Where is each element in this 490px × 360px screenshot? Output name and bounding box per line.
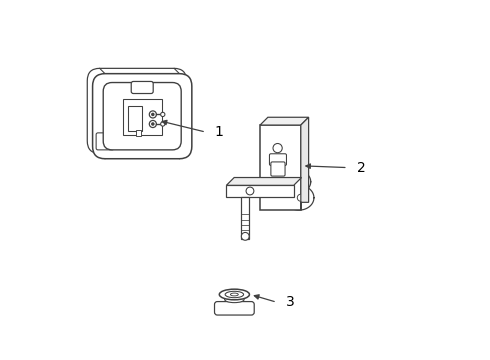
Bar (242, 197, 249, 239)
Circle shape (149, 121, 156, 127)
FancyBboxPatch shape (131, 81, 153, 94)
FancyBboxPatch shape (271, 162, 285, 176)
Circle shape (152, 113, 154, 116)
Bar (226, 185, 294, 197)
Bar (128, 105, 142, 131)
Text: 3: 3 (286, 295, 294, 309)
FancyBboxPatch shape (215, 302, 254, 315)
Bar (122, 99, 162, 135)
Circle shape (161, 112, 165, 117)
Circle shape (246, 187, 254, 195)
Bar (260, 125, 301, 210)
Ellipse shape (225, 291, 244, 298)
Circle shape (149, 111, 156, 118)
Polygon shape (226, 177, 301, 185)
FancyBboxPatch shape (103, 82, 181, 150)
Polygon shape (301, 117, 309, 210)
Polygon shape (260, 117, 309, 125)
Circle shape (152, 123, 154, 125)
Circle shape (242, 233, 249, 240)
Circle shape (273, 144, 282, 153)
FancyBboxPatch shape (87, 68, 187, 153)
Circle shape (161, 122, 165, 126)
Ellipse shape (230, 293, 238, 296)
Text: 1: 1 (215, 125, 224, 139)
Circle shape (297, 194, 304, 201)
Ellipse shape (224, 296, 244, 303)
Bar (136, 130, 141, 136)
Ellipse shape (220, 289, 249, 300)
FancyBboxPatch shape (96, 133, 114, 150)
FancyBboxPatch shape (93, 74, 192, 159)
FancyBboxPatch shape (270, 154, 287, 166)
Text: 2: 2 (357, 161, 366, 175)
